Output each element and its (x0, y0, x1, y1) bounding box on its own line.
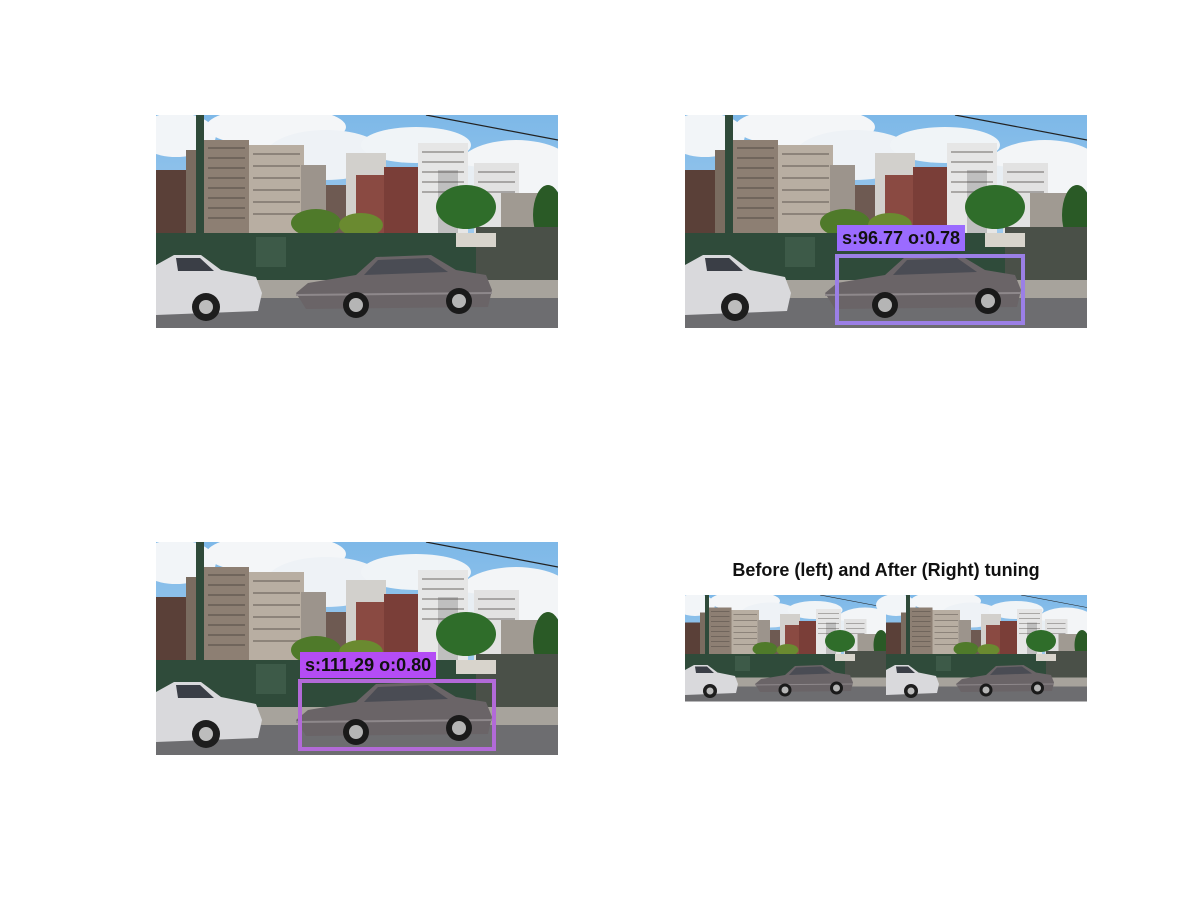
detection-score-label: s:96.77 o:0.78 (837, 225, 966, 251)
street-scene-image (156, 115, 558, 328)
detection-box (835, 254, 1025, 325)
original-image-panel (156, 115, 558, 328)
comparison-title: Before (left) and After (Right) tuning (732, 560, 1040, 580)
detection-before-panel: s:96.77 o:0.78 (685, 115, 1087, 328)
comparison-panel (685, 595, 1087, 702)
comparison-image (685, 595, 1087, 702)
detection-score-label: s:111.29 o:0.80 (300, 652, 437, 678)
detection-box (298, 679, 496, 751)
detection-after-panel: s:111.29 o:0.80 (156, 542, 558, 755)
